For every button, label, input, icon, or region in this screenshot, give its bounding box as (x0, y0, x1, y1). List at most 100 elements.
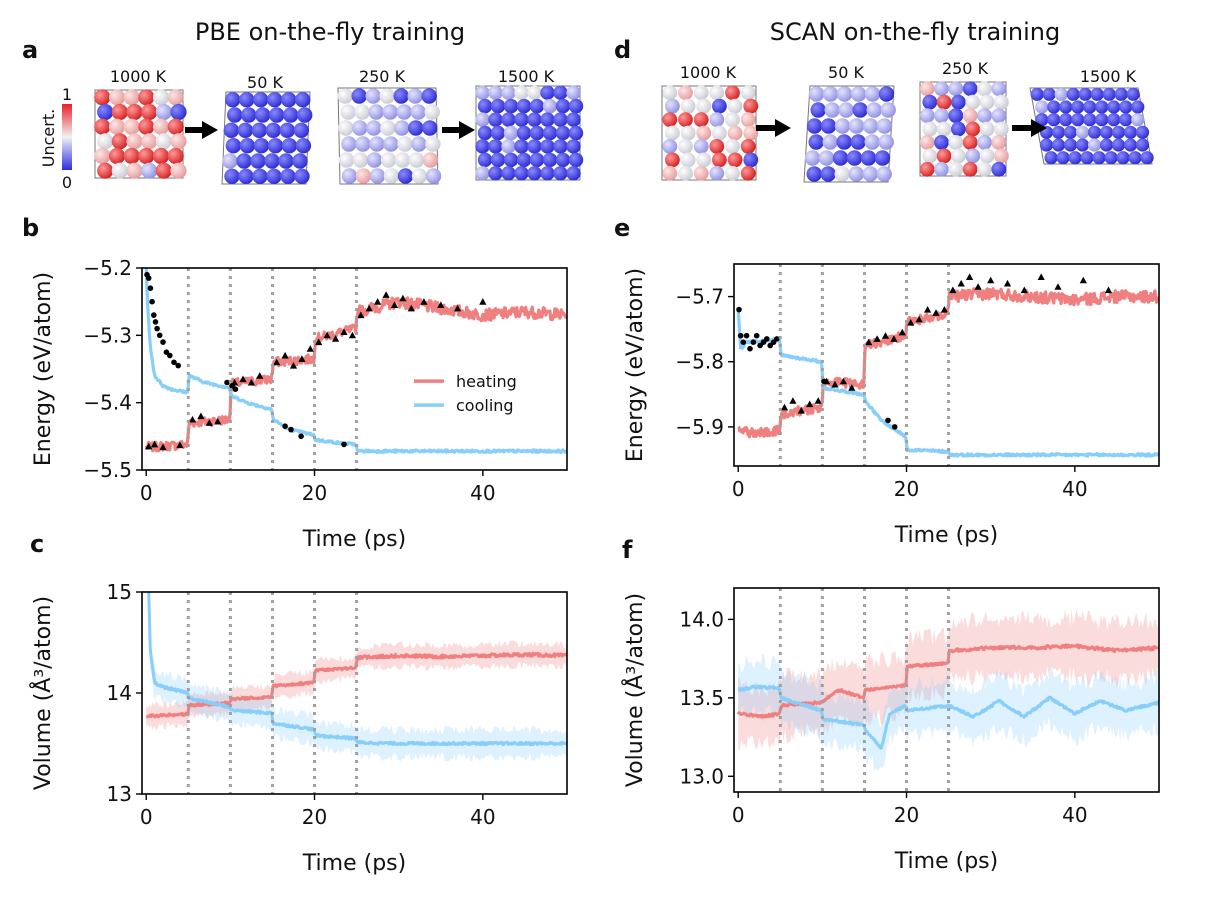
y-tick-label: −5.9 (675, 415, 724, 439)
atom-mark (919, 108, 935, 123)
atom-mark (740, 139, 756, 154)
atom-mark (994, 121, 1009, 137)
atom-mark (250, 153, 266, 169)
cooling-uncertainty-band (738, 653, 1159, 772)
atom-mark (241, 107, 257, 123)
atom-mark (338, 152, 355, 168)
atom-mark (421, 88, 437, 104)
y-tick-label: 13 (107, 782, 132, 806)
dft-point-triangle (298, 355, 306, 362)
atom-mark (709, 85, 725, 101)
panel-letter-c: c (30, 530, 44, 558)
atom-mark (280, 168, 296, 184)
atom-mark (693, 165, 709, 181)
dft-point-triangle (151, 440, 159, 448)
dft-point-triangle (915, 315, 923, 323)
atom-mark (962, 135, 978, 150)
atom-mark (1099, 125, 1114, 139)
atom-mark (141, 133, 158, 150)
dft-point-triangle (340, 328, 348, 335)
atom-mark (488, 85, 503, 100)
atom-mark (693, 85, 709, 101)
dft-point-triangle (957, 279, 965, 287)
atom-mark (237, 122, 253, 138)
atom-mark (138, 147, 155, 165)
cooling-series-line (737, 684, 1159, 750)
dft-point-triangle (1003, 279, 1012, 287)
atom-mark (824, 102, 840, 118)
atom-mark (1047, 113, 1061, 127)
dft-point-triangle (159, 443, 167, 451)
atom-mark (369, 136, 385, 152)
atom-mark (822, 86, 839, 102)
atom-mark (397, 168, 414, 184)
atom-mark (379, 88, 395, 104)
atom-mark (860, 150, 877, 166)
atom-mark (696, 152, 712, 168)
atom-mark (832, 150, 849, 166)
atom-mark (1047, 100, 1061, 114)
dft-point-triangle (239, 375, 247, 383)
atom-mark (527, 85, 542, 100)
atom-mark (252, 168, 268, 184)
y-axis-label: Energy (eV/atom) (31, 272, 56, 466)
atom-mark (366, 152, 383, 168)
atom-mark (962, 161, 978, 177)
dft-point-triangle (831, 380, 839, 388)
atom-mark (725, 139, 740, 154)
atom-mark (862, 166, 878, 182)
atom-mark (1075, 125, 1090, 139)
atom-mark (665, 152, 680, 168)
structure-label-pbe-2: 50 K (247, 73, 283, 92)
atom-mark (1111, 125, 1126, 139)
atom-mark (1042, 87, 1056, 101)
atom-mark (725, 85, 740, 101)
atom-mark (804, 150, 821, 166)
x-axis-label: Time (ps) (302, 851, 406, 876)
dft-point-triangle (907, 319, 915, 326)
atom-mark (111, 103, 128, 121)
x-tick-label: 20 (894, 803, 919, 827)
x-tick-label: 0 (140, 481, 153, 505)
atom-mark (408, 120, 424, 136)
atom-mark (1123, 125, 1138, 139)
dft-point-triangle (949, 286, 957, 294)
atom-mark (408, 152, 425, 168)
atom-mark (820, 118, 837, 134)
atom-mark (994, 94, 1009, 110)
y-tick-label: −5.4 (83, 391, 132, 415)
dft-point-triangle (273, 358, 281, 366)
atom-mark (503, 125, 519, 141)
atom-mark (352, 152, 369, 168)
atom-mark (1087, 138, 1102, 152)
atom-mark (820, 166, 836, 182)
dft-point-triangle (479, 298, 487, 305)
atom-mark (477, 125, 493, 141)
y-tick-label: 13.0 (679, 764, 724, 788)
atom-mark (108, 147, 126, 165)
y-axis-label: Volume (Å³/atom) (621, 593, 648, 787)
dft-point-circle (885, 417, 891, 424)
x-axis-label: Time (ps) (894, 849, 998, 874)
atom-mark (965, 121, 981, 137)
atom-mark (1095, 113, 1109, 127)
dft-point-circle (341, 441, 347, 448)
dft-point-triangle (306, 345, 314, 352)
atom-mark (948, 108, 964, 123)
atom-mark (566, 85, 581, 100)
atom-mark (529, 125, 545, 141)
y-tick-label: −5.2 (83, 256, 132, 280)
chart-pbe-volume: 0 20 40 13 14 15 Time (ps) Volume (Å³/atom) (29, 580, 568, 876)
atom-mark (740, 112, 756, 127)
atom-mark (919, 161, 935, 177)
atom-mark (529, 98, 545, 114)
dft-point-circle (145, 275, 152, 281)
atom-mark (1044, 151, 1058, 165)
panel-letter-b: b (22, 214, 39, 242)
plot-frame (733, 587, 1160, 793)
atom-mark (977, 135, 992, 150)
atom-mark (170, 133, 187, 150)
atom-mark (838, 102, 854, 118)
atom-mark (488, 166, 503, 181)
atom-mark (876, 166, 892, 182)
